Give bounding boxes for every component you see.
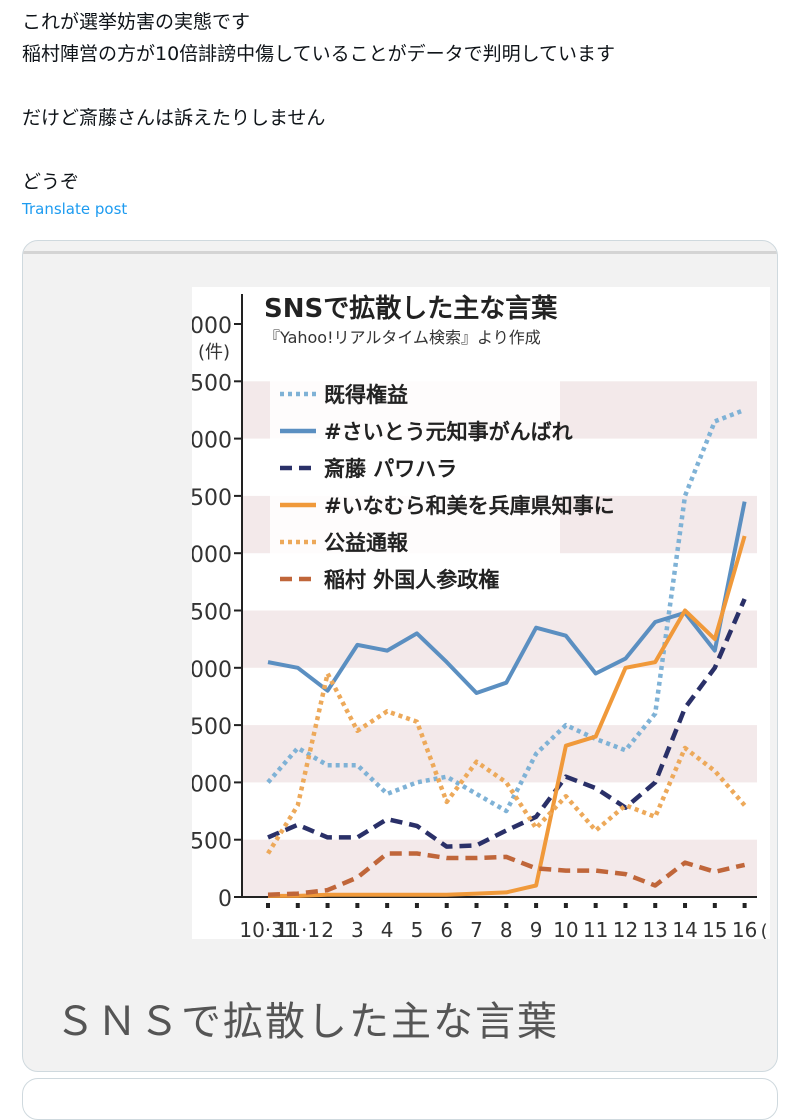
x-tick — [712, 903, 717, 908]
series-line — [266, 407, 746, 814]
x-tick-label: 12 — [613, 918, 638, 939]
legend-box — [270, 372, 560, 602]
x-tick — [563, 903, 568, 908]
y-tick-label: 4500 — [192, 371, 232, 396]
x-tick — [325, 903, 330, 908]
x-tick — [295, 903, 300, 908]
post-text: これが選挙妨害の実態です 稲村陣営の方が10倍誹謗中傷していることがデータで判明… — [22, 6, 792, 198]
y-tick-label: 4000 — [192, 429, 232, 454]
legend-label: #いなむら和美を兵庫県知事に — [324, 494, 615, 518]
x-tick — [623, 903, 628, 908]
translate-post-link[interactable]: Translate post — [22, 200, 128, 218]
post-line: どうぞ — [22, 171, 80, 193]
x-tick-label: 9 — [530, 918, 543, 939]
card-divider — [23, 251, 777, 254]
x-tick-label: 10·31 — [239, 918, 296, 939]
series-line — [267, 501, 747, 695]
legend-label: 公益通報 — [324, 531, 409, 555]
card-caption: ＳＮＳで拡散した主な言葉 — [55, 999, 559, 1045]
grid-band — [242, 725, 757, 783]
x-tick-label: 5 — [411, 918, 424, 939]
x-tick — [504, 903, 509, 908]
x-tick-label: 6 — [440, 918, 453, 939]
link-card[interactable]: 0 500 1000 1500 2000 2500 3000 3500 4000 4500 5000… — [22, 240, 778, 1072]
post-line — [22, 134, 792, 166]
x-tick-label: 13 — [643, 918, 668, 939]
x-tick — [444, 903, 449, 908]
x-tick — [355, 903, 360, 908]
y-tick-label: 1500 — [192, 715, 232, 740]
x-tick-label: 3 — [351, 918, 364, 939]
legend-label: #さいとう元知事がんばれ — [324, 420, 573, 444]
x-tick-label: 2 — [321, 918, 334, 939]
x-tick — [683, 903, 688, 908]
y-tick-label: 3500 — [192, 486, 232, 511]
grid-band — [242, 610, 757, 668]
x-tick — [742, 903, 747, 908]
post-line — [22, 70, 792, 102]
x-tick-label: 15 — [702, 918, 727, 939]
y-tick-label: 500 — [192, 830, 232, 855]
y-tick-label: 1000 — [192, 772, 232, 797]
x-tick — [593, 903, 598, 908]
y-tick-label: 0 — [218, 887, 232, 912]
post-line: 稲村陣営の方が10倍誹謗中傷していることがデータで判明しています — [22, 43, 616, 65]
series-line — [267, 851, 746, 897]
x-tick — [653, 903, 658, 908]
x-tick — [414, 903, 419, 908]
legend-label: 稲村 外国人参政権 — [324, 568, 499, 592]
line-chart: 0 500 1000 1500 2000 2500 3000 3500 4000 4500 5000… — [176, 294, 777, 942]
x-tick — [474, 903, 479, 908]
series-line — [267, 598, 747, 849]
x-tick — [534, 903, 539, 908]
x-tick — [385, 903, 390, 908]
x-tick-label: 14 — [672, 918, 697, 939]
chart-image: 0 500 1000 1500 2000 2500 3000 3500 4000 4500 5000… — [176, 287, 777, 942]
next-card[interactable] — [22, 1078, 778, 1120]
x-tick-label: 7 — [470, 918, 483, 939]
x-tick-label: 16 — [732, 918, 757, 939]
x-tick-label: 8 — [500, 918, 513, 939]
legend-label: 斎藤 パワハラ — [324, 457, 457, 481]
x-axis-unit-label: (日) — [761, 921, 770, 939]
chart-title: SNSで拡散した主な言葉 — [264, 294, 558, 324]
y-tick-label: 2500 — [192, 601, 232, 626]
y-tick-label: 2000 — [192, 658, 232, 683]
x-tick-label: 10 — [553, 918, 578, 939]
legend-label: 既得権益 — [324, 383, 408, 407]
chart-subtitle: 『Yahoo!リアルタイム検索』より作成 — [264, 328, 541, 347]
x-tick — [266, 903, 270, 908]
y-tick-label: 3000 — [192, 543, 232, 568]
x-tick-label: 11·1 — [276, 918, 321, 939]
post-line: だけど斎藤さんは訴えたりしません — [22, 107, 326, 129]
series-line — [268, 535, 747, 898]
series-line — [266, 671, 747, 855]
post-line: これが選挙妨害の実態です — [22, 11, 251, 33]
x-tick-label: 11 — [583, 918, 608, 939]
grid-band — [242, 839, 757, 897]
x-tick-label: 4 — [381, 918, 394, 939]
y-axis-unit-label: (件) — [198, 342, 230, 363]
